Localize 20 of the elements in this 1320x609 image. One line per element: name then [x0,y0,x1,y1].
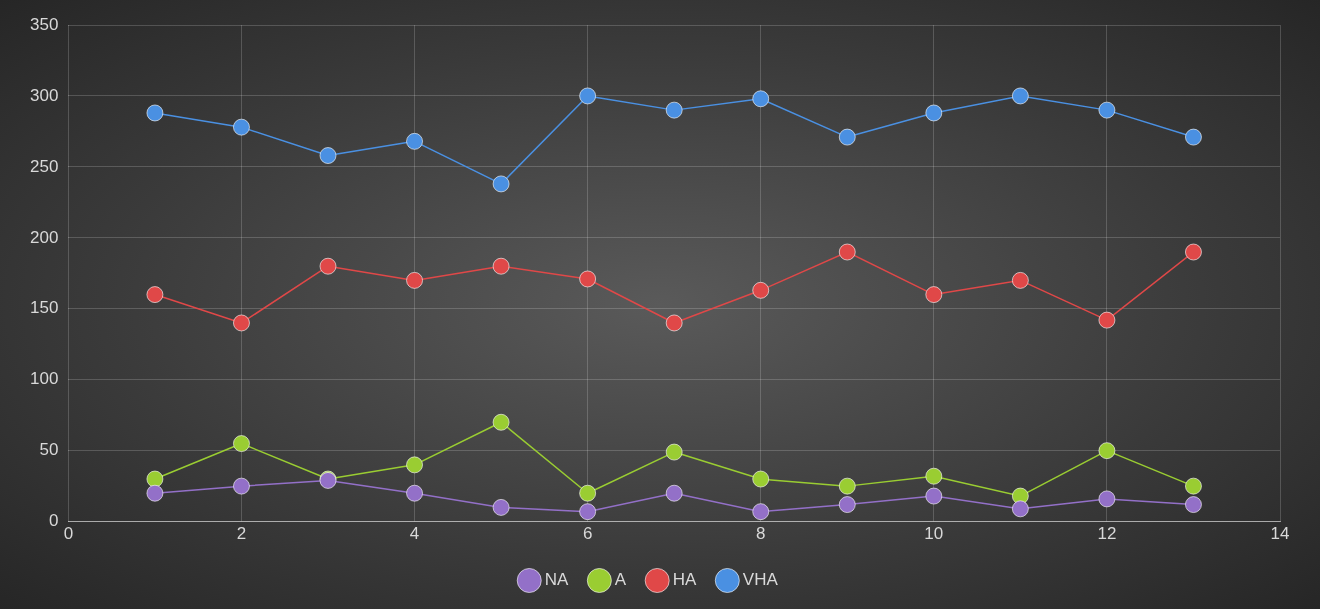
x-tick-label: 12 [1097,524,1117,544]
x-tick-label: 8 [755,524,766,544]
y-tick-label: 350 [29,14,59,34]
x-tick-label: 10 [924,524,944,544]
x-tick-label: 4 [409,524,420,544]
x-tick-label: 6 [582,524,593,544]
y-tick-label: 300 [29,85,59,105]
legend-label: VHA [742,570,779,590]
y-tick-label: 200 [29,227,59,247]
y-tick-label: 100 [29,369,59,389]
legend-label: NA [544,570,570,590]
x-tick-label: 2 [236,524,247,544]
y-tick-label: 250 [29,156,59,176]
y-tick-label: 150 [29,298,59,318]
y-tick-label: 0 [48,511,59,531]
y-tick-label: 50 [39,440,59,460]
x-tick-label: 14 [1270,524,1290,544]
legend-label: HA [672,570,697,590]
legend-label: A [614,570,627,590]
x-tick-label: 0 [63,524,74,544]
